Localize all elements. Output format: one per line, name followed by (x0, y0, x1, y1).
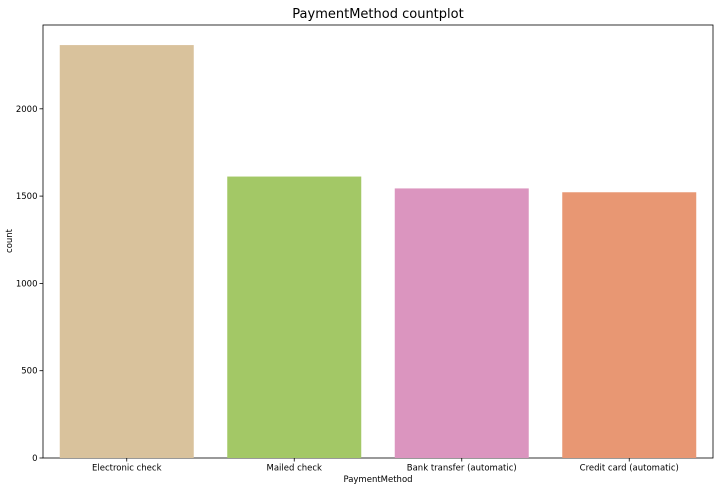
plot-frame (42, 24, 714, 459)
y-axis: 0 500 1000 1500 2000 (16, 105, 43, 464)
chart-title: PaymentMethod countplot (292, 7, 463, 22)
x-axis: Electronic check Mailed check Bank transfe… (92, 458, 679, 474)
x-tick-label: Electronic check (92, 464, 162, 474)
x-tick-label: Bank transfer (automatic) (407, 464, 517, 474)
x-tick-label: Credit card (automatic) (580, 464, 679, 474)
y-tick-label: 500 (21, 367, 37, 377)
y-tick-label: 1500 (16, 192, 38, 202)
x-axis-label: PaymentMethod (343, 475, 412, 485)
bar-3 (394, 188, 529, 459)
bars-group (59, 45, 697, 459)
bar-2 (227, 176, 362, 459)
y-tick-label: 0 (32, 454, 37, 464)
y-axis-label: count (5, 228, 15, 253)
y-tick-label: 1000 (16, 279, 38, 289)
bar-1 (59, 45, 194, 458)
y-tick-label: 2000 (16, 105, 38, 115)
x-tick-label: Mailed check (267, 464, 323, 474)
bar-4 (562, 192, 697, 458)
